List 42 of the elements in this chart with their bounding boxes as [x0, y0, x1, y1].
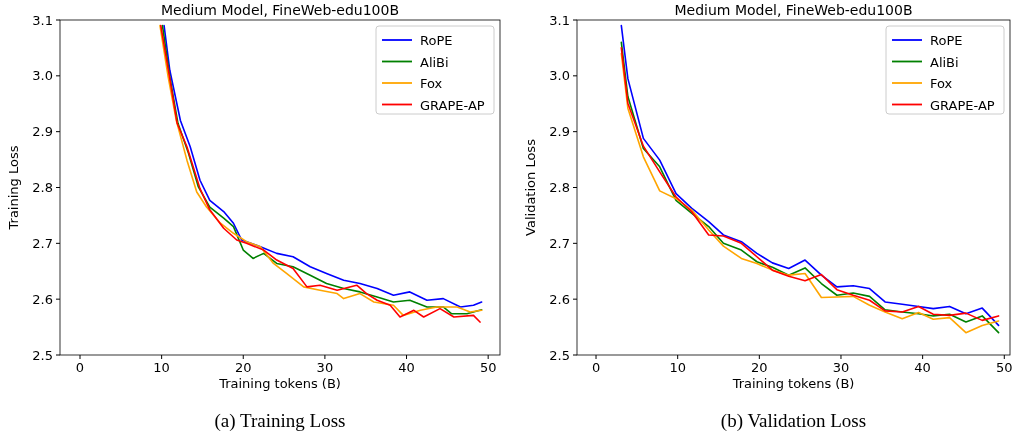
x-tick-label: 20: [234, 360, 252, 375]
x-tick-label: 20: [751, 360, 768, 375]
x-tick-label: 40: [914, 360, 931, 375]
legend-label: GRAPE-AP: [930, 97, 995, 113]
x-axis-title: Training tokens (B): [731, 376, 855, 391]
y-tick-label: 2.9: [32, 124, 53, 140]
legend-label: Fox: [420, 76, 443, 91]
chart-title: Medium Model, FineWeb-edu100B: [160, 2, 400, 18]
y-tick-label: 2.5: [549, 347, 570, 363]
x-tick-label: 10: [153, 360, 170, 375]
legend-label: RoPE: [420, 33, 453, 48]
text: (a) Training Loss: [214, 410, 346, 432]
x-tick-label: 50: [479, 360, 497, 375]
x-tick-label: 0: [591, 360, 601, 375]
x-tick-label: 50: [996, 360, 1013, 375]
y-tick-label: 2.6: [32, 291, 53, 307]
y-tick-label: 3.1: [549, 12, 570, 28]
x-tick-label: 10: [669, 360, 686, 375]
y-tick-label: 3.0: [32, 68, 53, 84]
y-tick-label: 2.8: [32, 180, 53, 195]
y-axis-title: Training Loss: [6, 145, 21, 231]
y-tick-label: 2.7: [32, 235, 53, 251]
legend-label: AliBi: [420, 54, 449, 70]
legend-label: AliBi: [930, 54, 959, 70]
x-tick-label: 30: [832, 360, 850, 375]
legend-label: RoPE: [930, 33, 963, 48]
chart-title: Medium Model, FineWeb-edu100B: [674, 2, 913, 18]
y-tick-label: 2.5: [32, 347, 53, 363]
y-tick-label: 2.8: [549, 180, 570, 195]
y-axis-title: Validation Loss: [523, 138, 538, 236]
y-tick-label: 2.6: [549, 291, 570, 307]
x-tick-label: 30: [316, 360, 334, 375]
y-tick-label: 3.1: [32, 12, 53, 28]
legend-label: Fox: [930, 76, 953, 91]
y-tick-label: 2.9: [549, 124, 570, 140]
x-axis-title: Training tokens (B): [218, 376, 341, 391]
y-tick-label: 2.7: [549, 235, 570, 251]
x-tick-label: 0: [75, 360, 85, 375]
text: (b) Validation Loss: [720, 410, 867, 432]
legend-label: GRAPE-AP: [420, 97, 485, 113]
y-tick-label: 3.0: [549, 68, 570, 84]
x-tick-label: 40: [398, 360, 415, 375]
